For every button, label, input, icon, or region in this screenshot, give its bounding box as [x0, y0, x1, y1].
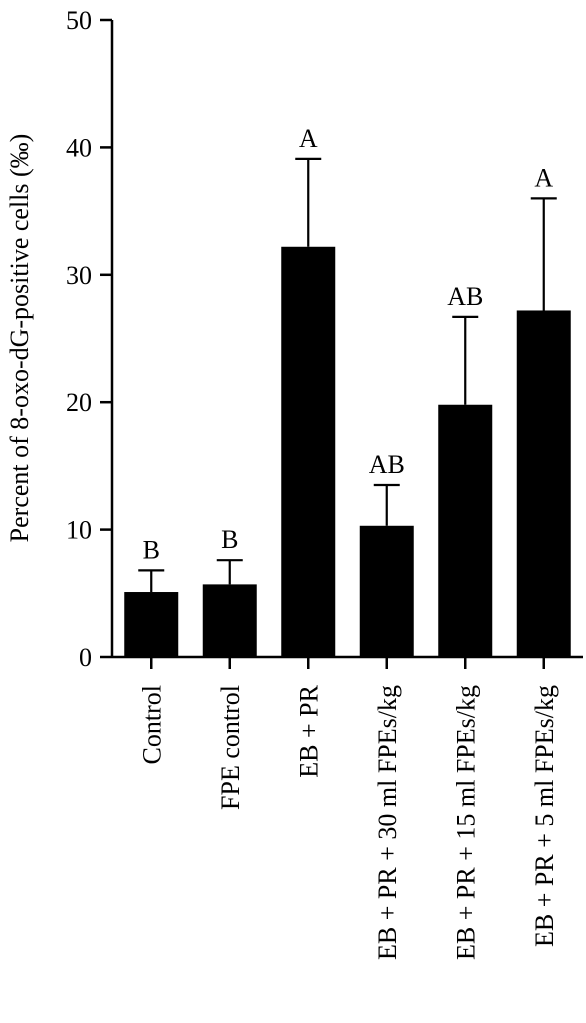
x-category-label: EB + PR + 15 ml FPEs/kg — [451, 685, 480, 960]
bar — [516, 310, 571, 657]
y-tick-label: 40 — [66, 133, 92, 162]
bar — [202, 584, 257, 657]
y-axis-label: Percent of 8-oxo-dG-positive cells (‰) — [5, 134, 34, 543]
significance-label: A — [299, 124, 318, 153]
bar — [438, 404, 493, 657]
bar — [359, 525, 414, 657]
significance-label: A — [534, 163, 553, 192]
y-tick-label: 50 — [66, 6, 92, 35]
significance-label: B — [221, 525, 238, 554]
x-category-label: EB + PR — [294, 684, 323, 777]
error-bars — [138, 157, 557, 593]
bars — [124, 246, 571, 657]
y-tick-label: 0 — [79, 643, 92, 672]
bar — [281, 246, 336, 657]
x-category-label: EB + PR + 5 ml FPEs/kg — [530, 685, 559, 947]
significance-label: AB — [369, 450, 405, 479]
bar — [124, 592, 179, 657]
x-axis: Control FPE control EB + PR EB + PR + 30 ml… — [112, 655, 583, 960]
x-category-label: EB + PR + 30 ml FPEs/kg — [373, 685, 402, 960]
y-axis: 0 10 20 30 40 50 — [66, 6, 114, 672]
x-category-label: FPE control — [216, 685, 245, 810]
significance-label: AB — [447, 282, 483, 311]
x-category-label: Control — [137, 685, 166, 764]
y-tick-label: 10 — [66, 516, 92, 545]
significance-labels: B B A AB AB A — [143, 124, 554, 565]
y-tick-label: 20 — [66, 388, 92, 417]
significance-label: B — [143, 535, 160, 564]
y-tick-label: 30 — [66, 261, 92, 290]
